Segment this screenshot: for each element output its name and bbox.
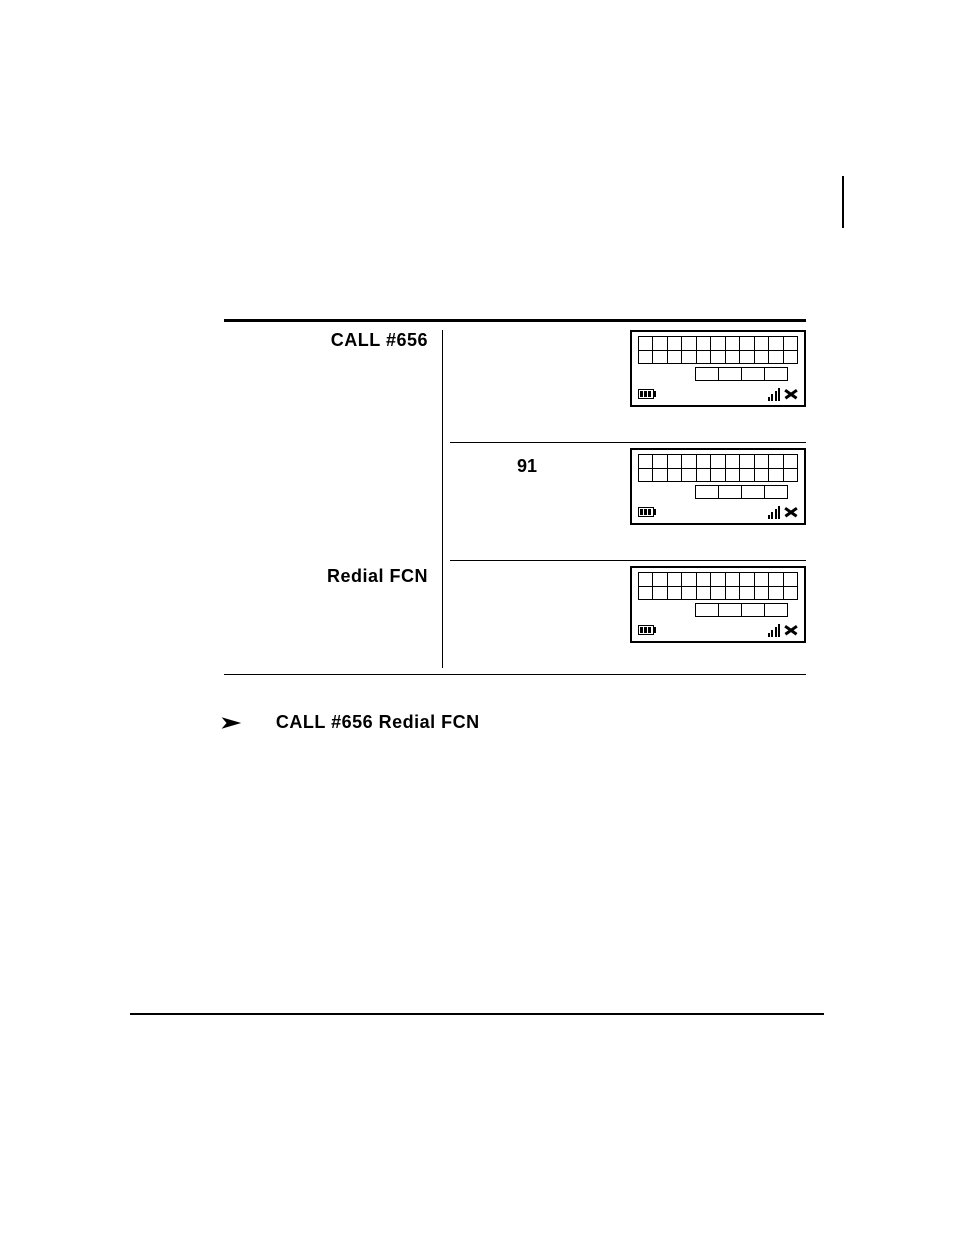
- bottom-text: CALL #656 Redial FCN: [276, 712, 480, 733]
- row-2: 91: [224, 448, 806, 560]
- top-rule: [224, 319, 806, 322]
- lcd-display: [630, 330, 806, 407]
- row-3: Redial FCN: [224, 566, 806, 678]
- top-right-mark: [842, 176, 844, 228]
- row2-mid: 91: [442, 448, 612, 477]
- battery-icon: [638, 388, 658, 400]
- row3-left: Redial FCN: [224, 566, 428, 587]
- page: CALL #656 91 Redial FCN ➤ CALL #656 Re: [0, 0, 954, 1235]
- lcd-icon-row: [638, 385, 798, 403]
- lcd-display: [630, 566, 806, 643]
- lcd-grid-top: [638, 336, 798, 364]
- signal-icon: [768, 505, 780, 519]
- signal-group: [768, 505, 798, 519]
- bottom-rule: [224, 674, 806, 675]
- row3-display: [626, 566, 806, 643]
- lcd-icon-row: [638, 621, 798, 639]
- antenna-icon: [784, 623, 798, 637]
- antenna-icon: [784, 387, 798, 401]
- lcd-grid-bottom: [695, 485, 788, 499]
- row3-mid: [442, 566, 612, 574]
- battery-icon: [638, 506, 658, 518]
- bottom-instruction: ➤ CALL #656 Redial FCN: [224, 712, 480, 733]
- signal-icon: [768, 387, 780, 401]
- antenna-icon: [784, 505, 798, 519]
- row1-display: [626, 330, 806, 407]
- row1-mid: [442, 330, 612, 338]
- row-sep-1: [450, 442, 806, 443]
- signal-icon: [768, 623, 780, 637]
- lcd-grid-bottom: [695, 603, 788, 617]
- lcd-display: [630, 448, 806, 525]
- battery-icon: [638, 624, 658, 636]
- signal-group: [768, 387, 798, 401]
- footer-rule: [130, 1013, 824, 1015]
- lcd-grid-top: [638, 572, 798, 600]
- row-1: CALL #656: [224, 330, 806, 442]
- lcd-icon-row: [638, 503, 798, 521]
- row-sep-2: [450, 560, 806, 561]
- content-region: CALL #656 91 Redial FCN: [224, 330, 806, 678]
- signal-group: [768, 623, 798, 637]
- row2-display: [626, 448, 806, 525]
- row1-left: CALL #656: [224, 330, 428, 351]
- lcd-grid-bottom: [695, 367, 788, 381]
- lcd-grid-top: [638, 454, 798, 482]
- arrow-icon: ➤: [220, 713, 242, 733]
